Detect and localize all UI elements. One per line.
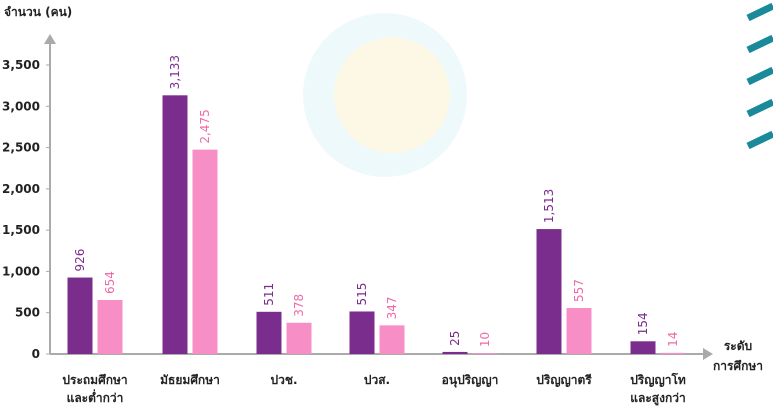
y-axis-label: จำนวน (คน) [4, 5, 72, 19]
value-label: 654 [103, 271, 117, 294]
y-tick-label: 3,000 [2, 99, 40, 113]
bar [631, 341, 656, 354]
y-tick-label: 0 [32, 347, 40, 361]
x-tick-label: อนุปริญญา [442, 373, 499, 388]
x-axis-label: ระดับ [724, 339, 752, 353]
value-label: 926 [73, 249, 87, 272]
bar [257, 312, 282, 354]
y-tick-label: 2,500 [2, 141, 40, 155]
value-label: 3,133 [168, 55, 182, 89]
bar [567, 308, 592, 354]
value-label: 1,513 [542, 189, 556, 223]
value-label: 154 [636, 312, 650, 335]
y-tick-label: 500 [15, 306, 40, 320]
value-label: 2,475 [198, 109, 212, 143]
decor-circle [334, 37, 450, 153]
x-tick-label: ปริญญาตรี [536, 373, 592, 387]
value-label: 14 [666, 332, 680, 347]
chart: จำนวน (คน) ระดับ การศึกษา 0 500 1,000 1,500… [0, 0, 773, 410]
x-tick-label: มัธยมศึกษา [160, 373, 220, 387]
bar [287, 323, 312, 354]
value-label: 511 [262, 283, 276, 306]
y-tick-label: 1,500 [2, 223, 40, 237]
bar [537, 229, 562, 354]
x-tick-label: ปวช. [270, 373, 297, 387]
decor-stripes [748, 6, 773, 146]
x-axis-label: การศึกษา [713, 359, 763, 373]
value-label: 347 [385, 296, 399, 319]
x-tick-label: ประถมศึกษา [62, 373, 127, 387]
value-label: 378 [292, 294, 306, 317]
x-tick-label: ปวส. [364, 373, 390, 387]
bar [473, 353, 498, 354]
value-label: 515 [355, 283, 369, 306]
x-tick-label: ปริญญาโท [630, 372, 686, 387]
x-tick-label: และต่ำกว่า [67, 389, 124, 405]
y-tick-label: 3,500 [2, 58, 40, 72]
bar [163, 95, 188, 354]
bar [380, 325, 405, 354]
bar [68, 278, 93, 354]
bar [350, 311, 375, 354]
bar [98, 300, 123, 354]
value-label: 25 [448, 331, 462, 346]
bar [193, 150, 218, 354]
y-axis-arrow [44, 34, 56, 44]
bar [443, 352, 468, 354]
x-axis-arrow [703, 348, 713, 360]
y-tick-label: 1,000 [2, 264, 40, 278]
bar [661, 353, 686, 354]
x-tick-label: และสูงกว่า [630, 391, 685, 406]
value-label: 557 [572, 279, 586, 302]
value-label: 10 [478, 332, 492, 347]
y-tick-label: 2,000 [2, 182, 40, 196]
